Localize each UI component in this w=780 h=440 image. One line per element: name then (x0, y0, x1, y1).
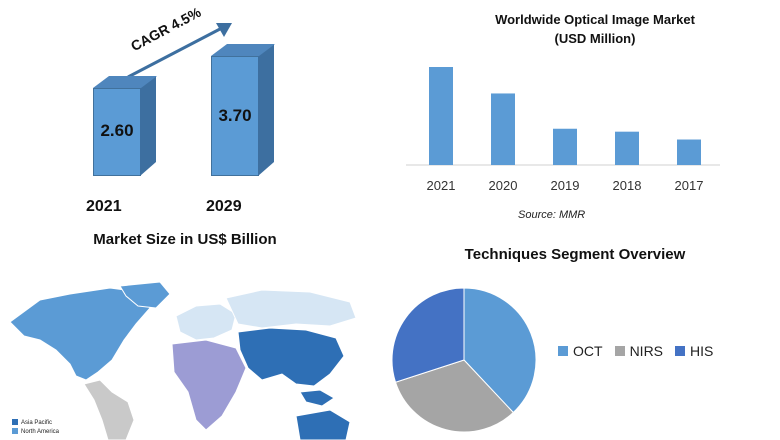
optical-chart-subtitle: (USD Million) (554, 31, 636, 46)
bar-2019 (553, 128, 577, 165)
russia-region (225, 289, 357, 329)
pie-chart-title: Techniques Segment Overview (464, 246, 686, 263)
techniques-pie-chart: Techniques Segment Overview OCT NIRS HIS (380, 240, 780, 440)
year-label-2021: 2021 (86, 198, 122, 215)
x-tick-label: 2019 (551, 178, 580, 193)
pie-slice-nirs (394, 359, 514, 433)
oct-swatch (558, 346, 568, 356)
bar-2021-value: 2.60 (100, 121, 134, 140)
x-tick-label: 2017 (675, 178, 704, 193)
bar-2020 (491, 93, 515, 165)
optical-chart-plot: 2021 2020 2019 2018 2017 (406, 67, 720, 193)
optical-market-chart: Worldwide Optical Image Market (USD Mill… (380, 0, 780, 240)
bar-2029-value: 3.70 (218, 106, 252, 125)
pie-slice-his (391, 287, 465, 383)
optical-chart-title: Worldwide Optical Image Market (495, 12, 695, 27)
legend-label-his: HIS (690, 343, 714, 359)
pie-plot (391, 287, 537, 433)
sea-islands-region (299, 389, 335, 407)
bar-2017 (677, 139, 701, 165)
bar-2029-top (211, 44, 275, 56)
asia-pacific-region (237, 327, 345, 387)
legend-label-oct: OCT (573, 343, 603, 359)
world-map-graphic (9, 281, 357, 440)
map-legend-item-asia-pacific: Asia Pacific (12, 419, 59, 428)
his-swatch (675, 346, 686, 356)
world-map: Asia Pacific North America (0, 280, 370, 440)
bar-2029-side (258, 44, 274, 176)
latin-america-region (83, 379, 135, 440)
optical-chart-source: Source: MMR (518, 209, 586, 221)
pie-legend: OCT NIRS HIS (558, 343, 713, 359)
africa-region (171, 339, 247, 431)
pie-slice-oct (463, 287, 537, 414)
x-tick-label: 2018 (613, 178, 642, 193)
bar-2021-top (93, 76, 157, 88)
bar-2021-side (140, 76, 156, 176)
year-label-2029: 2029 (206, 198, 242, 215)
pie-legend-item-oct: OCT (558, 343, 603, 359)
map-legend-item-north-america: North America (12, 428, 59, 437)
cagr-arrow-icon (127, 23, 232, 79)
pie-legend-item-his: HIS (675, 343, 713, 359)
north-america-swatch (12, 428, 18, 435)
europe-region (175, 303, 237, 341)
bar-2029: 3.70 (211, 44, 275, 176)
map-legend: Asia Pacific North America (12, 419, 59, 437)
x-tick-label: 2020 (489, 178, 518, 193)
bar-2021 (429, 67, 453, 165)
map-legend-label: Asia Pacific (21, 420, 53, 426)
asia-pacific-swatch (12, 419, 18, 426)
market-size-title: Market Size in US$ Billion (93, 231, 277, 248)
bar-2018 (615, 131, 639, 165)
legend-label-nirs: NIRS (629, 343, 664, 359)
pie-legend-item-nirs: NIRS (614, 343, 664, 359)
greenland-region (119, 281, 171, 309)
australia-region (295, 409, 351, 440)
x-tick-label: 2021 (427, 178, 456, 193)
map-legend-label: North America (21, 429, 60, 435)
market-size-chart: CAGR 4.5% 2.60 2021 3.70 2029 Market Siz… (0, 0, 380, 260)
north-america-region (9, 287, 151, 381)
bar-2021: 2.60 (93, 76, 157, 176)
nirs-swatch (614, 346, 625, 356)
